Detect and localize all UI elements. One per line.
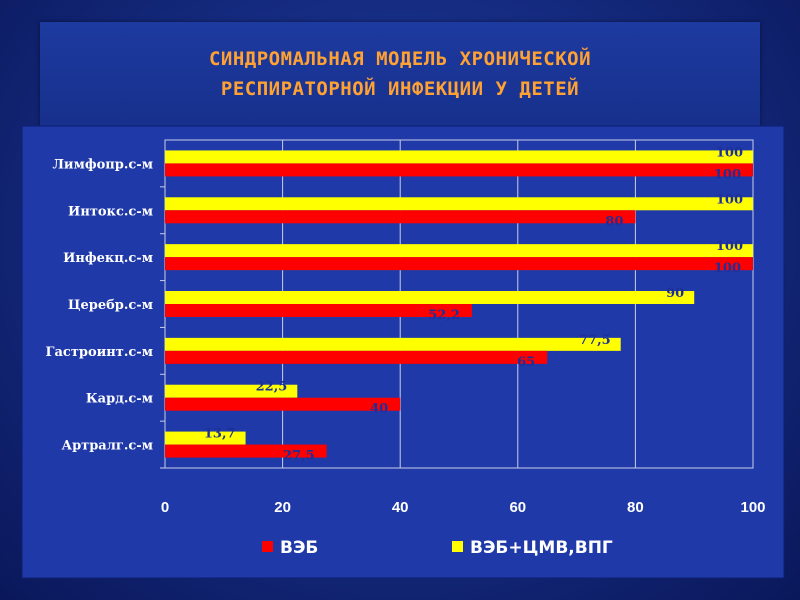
bar-veb-cmv bbox=[165, 431, 246, 445]
category-label: Инфекц.с-м bbox=[63, 251, 153, 266]
category-label: Интокс.с-м bbox=[68, 204, 153, 219]
category-label: Гастроинт.с-м bbox=[46, 345, 153, 360]
legend-label-veb-cmv: ВЭБ+ЦМВ,ВПГ bbox=[470, 538, 613, 558]
category-label: Лимфопр.с-м bbox=[52, 157, 153, 172]
x-tick-label-80: 80 bbox=[627, 499, 644, 516]
data-label-veb: 52,2 bbox=[428, 308, 460, 323]
x-tick-labels: 0 20 40 60 80 100 bbox=[161, 499, 766, 516]
category-label: Кард.с-м bbox=[86, 392, 153, 407]
x-tick-label-40: 40 bbox=[392, 499, 409, 516]
category-labels: Лимфопр.с-м Интокс.с-м Инфекц.с-м Церебр.с-… bbox=[46, 157, 153, 453]
bar-veb-cmv bbox=[165, 384, 298, 398]
data-label-veb-cmv: 13,7 bbox=[204, 427, 236, 442]
data-label-veb: 65 bbox=[517, 355, 535, 370]
bar-veb-cmv bbox=[165, 244, 753, 258]
bar-veb-cmv bbox=[165, 197, 753, 211]
legend: ВЭБ ВЭБ+ЦМВ,ВПГ bbox=[262, 538, 613, 558]
x-tick-label-20: 20 bbox=[274, 499, 291, 516]
data-label-veb-cmv: 22,5 bbox=[256, 380, 288, 395]
data-label-veb: 100 bbox=[714, 167, 741, 182]
data-label-veb-cmv: 100 bbox=[716, 239, 743, 254]
bar-veb-cmv bbox=[165, 291, 695, 304]
slide-title: СИНДРОМАЛЬНАЯ МОДЕЛЬ ХРОНИЧЕСКОЙ РЕСПИРА… bbox=[40, 44, 760, 104]
bars bbox=[165, 150, 753, 458]
title-line-2: РЕСПИРАТОРНОЙ ИНФЕКЦИИ У ДЕТЕЙ bbox=[220, 78, 580, 100]
bar-veb bbox=[165, 444, 327, 458]
legend-swatch-veb-cmv bbox=[452, 541, 463, 552]
x-tick-label-100: 100 bbox=[740, 499, 765, 516]
data-label-veb: 100 bbox=[714, 261, 741, 276]
bar-veb bbox=[165, 397, 401, 411]
x-tick-label-0: 0 bbox=[161, 499, 169, 516]
category-label: Церебр.с-м bbox=[68, 298, 153, 313]
bar-veb bbox=[165, 350, 548, 364]
bar-veb-cmv bbox=[165, 337, 621, 351]
x-tick-label-60: 60 bbox=[509, 499, 526, 516]
data-label-veb-cmv: 77,5 bbox=[579, 333, 611, 348]
data-labels: 100 100 100 80 100 100 90 52,2 77,5 65 22,5 40 13,7 2… bbox=[204, 145, 743, 463]
data-label-veb: 80 bbox=[605, 214, 623, 229]
legend-label-veb: ВЭБ bbox=[280, 538, 318, 558]
data-label-veb-cmv: 100 bbox=[716, 192, 743, 207]
bar-veb bbox=[165, 210, 636, 224]
data-label-veb: 27,5 bbox=[283, 449, 315, 464]
data-label-veb-cmv: 100 bbox=[716, 145, 743, 160]
bar-veb-cmv bbox=[165, 150, 753, 164]
title-bar bbox=[40, 22, 760, 126]
category-label: Артралг.с-м bbox=[61, 439, 153, 454]
data-label-veb-cmv: 90 bbox=[666, 286, 684, 301]
bar-veb bbox=[165, 163, 753, 177]
legend-swatch-veb bbox=[262, 541, 273, 552]
bar-veb bbox=[165, 257, 753, 271]
bar-veb bbox=[165, 304, 472, 317]
title-line-1: СИНДРОМАЛЬНАЯ МОДЕЛЬ ХРОНИЧЕСКОЙ bbox=[208, 48, 592, 70]
data-label-veb: 40 bbox=[370, 402, 388, 417]
